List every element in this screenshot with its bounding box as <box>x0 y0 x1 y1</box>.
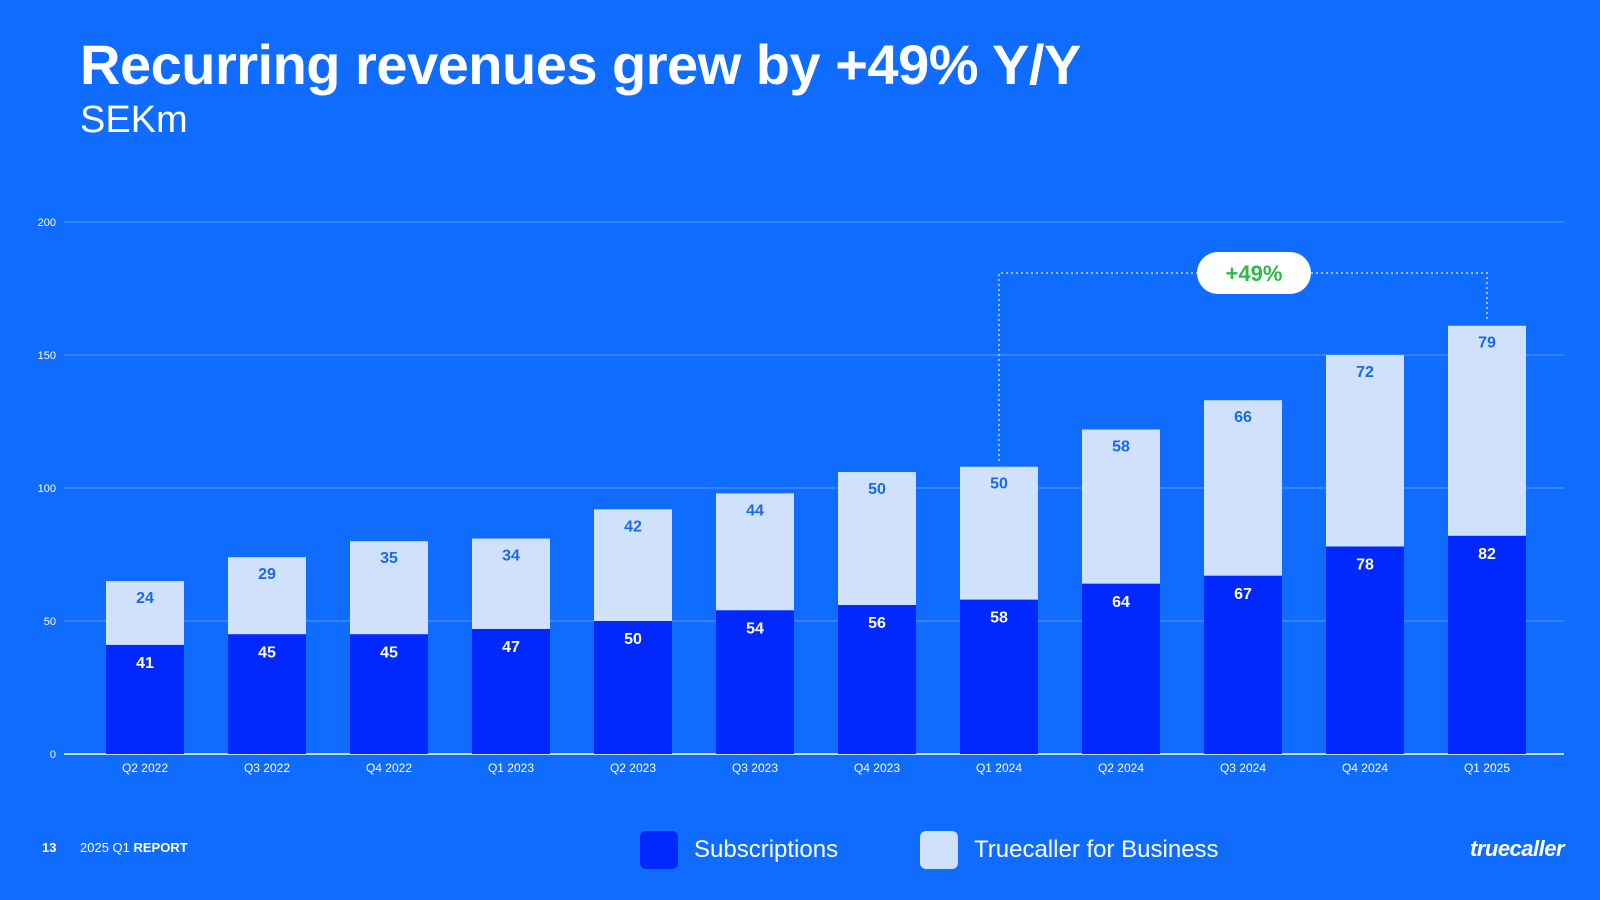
x-tick-label: Q4 2022 <box>366 761 412 775</box>
y-tick-label: 150 <box>38 350 56 362</box>
data-label-subscriptions: 47 <box>502 639 520 656</box>
data-label-business: 72 <box>1356 364 1374 381</box>
legend-item-business: Truecaller for Business <box>920 830 1219 870</box>
x-tick-label: Q2 2023 <box>610 761 656 775</box>
report-label-bold: REPORT <box>133 840 188 855</box>
y-tick-label: 200 <box>38 217 56 229</box>
growth-label: +49% <box>1226 261 1283 286</box>
x-tick-label: Q1 2024 <box>976 761 1022 775</box>
bar-business <box>716 493 794 611</box>
truecaller-logo: truecaller <box>1470 836 1565 861</box>
y-tick-label: 0 <box>50 749 56 761</box>
data-label-subscriptions: 45 <box>380 644 398 661</box>
data-label-subscriptions: 64 <box>1112 594 1130 611</box>
x-tick-label: Q4 2023 <box>854 761 900 775</box>
y-tick-label: 100 <box>38 483 56 495</box>
data-label-subscriptions: 56 <box>868 615 886 632</box>
x-tick-label: Q3 2023 <box>732 761 778 775</box>
bar-business <box>594 509 672 621</box>
data-label-business: 50 <box>868 481 886 498</box>
x-tick-label: Q3 2022 <box>244 761 290 775</box>
data-label-subscriptions: 58 <box>990 610 1008 627</box>
bar-business <box>106 581 184 645</box>
data-label-business: 50 <box>990 476 1008 493</box>
bar-business <box>838 472 916 606</box>
x-tick-label: Q2 2024 <box>1098 761 1144 775</box>
bar-subscriptions <box>472 628 550 754</box>
bar-subscriptions <box>594 621 672 754</box>
bar-subscriptions <box>1204 575 1282 754</box>
data-label-subscriptions: 45 <box>258 644 276 661</box>
data-label-business: 35 <box>380 550 398 567</box>
legend-swatch-business <box>920 831 958 869</box>
bar-business <box>1448 325 1526 536</box>
data-label-subscriptions: 67 <box>1234 586 1252 603</box>
data-label-business: 34 <box>502 548 520 565</box>
bar-subscriptions <box>350 634 428 754</box>
bar-subscriptions <box>106 644 184 754</box>
page-subtitle: SEKm <box>80 99 188 141</box>
data-label-subscriptions: 78 <box>1356 557 1374 574</box>
bar-subscriptions <box>960 599 1038 754</box>
data-label-business: 42 <box>624 518 642 535</box>
bar-business <box>960 466 1038 600</box>
growth-pill <box>1197 252 1311 294</box>
x-tick-label: Q4 2024 <box>1342 761 1388 775</box>
bar-subscriptions <box>1326 546 1404 754</box>
x-tick-label: Q1 2025 <box>1464 761 1510 775</box>
x-tick-label: Q2 2022 <box>122 761 168 775</box>
report-label-prefix: 2025 Q1 <box>80 840 134 855</box>
x-tick-label: Q1 2023 <box>488 761 534 775</box>
data-label-business: 44 <box>746 502 764 519</box>
bar-business <box>350 541 428 635</box>
bar-business <box>228 557 306 635</box>
page-title: Recurring revenues grew by +49% Y/Y <box>80 33 1081 96</box>
bar-business <box>472 538 550 629</box>
stacked-bar-chart: 0 50 100 150 200 24 41 Q2 2022 29 45 Q3 2022 35 45 Q4… <box>38 217 1564 775</box>
bar-subscriptions <box>1448 535 1526 754</box>
report-label: 2025 Q1 REPORT <box>80 840 188 855</box>
page-number: 13 <box>42 840 57 855</box>
data-label-subscriptions: 41 <box>136 655 154 672</box>
bar-business <box>1204 400 1282 576</box>
bar-subscriptions <box>716 610 794 754</box>
data-label-subscriptions: 50 <box>624 631 642 648</box>
bar-business <box>1082 429 1160 584</box>
y-tick-label: 50 <box>44 616 56 628</box>
legend-swatch-subscriptions <box>640 831 678 869</box>
data-label-business: 58 <box>1112 438 1130 455</box>
bar-business <box>1326 355 1404 547</box>
data-label-business: 79 <box>1478 335 1496 352</box>
bar-subscriptions <box>228 634 306 754</box>
data-label-subscriptions: 54 <box>746 620 764 637</box>
x-tick-label: Q3 2024 <box>1220 761 1266 775</box>
footer: 13 2025 Q1 REPORT Subscriptions Truecall… <box>0 820 1600 880</box>
legend-label-business: Truecaller for Business <box>974 836 1219 863</box>
legend-item-subscriptions: Subscriptions <box>640 830 838 870</box>
data-label-business: 24 <box>136 590 154 607</box>
data-label-business: 29 <box>258 566 276 583</box>
legend-label-subscriptions: Subscriptions <box>694 836 839 863</box>
bar-subscriptions <box>1082 583 1160 754</box>
bar-subscriptions <box>838 605 916 754</box>
data-label-subscriptions: 82 <box>1478 546 1496 563</box>
data-label-business: 66 <box>1234 409 1252 426</box>
